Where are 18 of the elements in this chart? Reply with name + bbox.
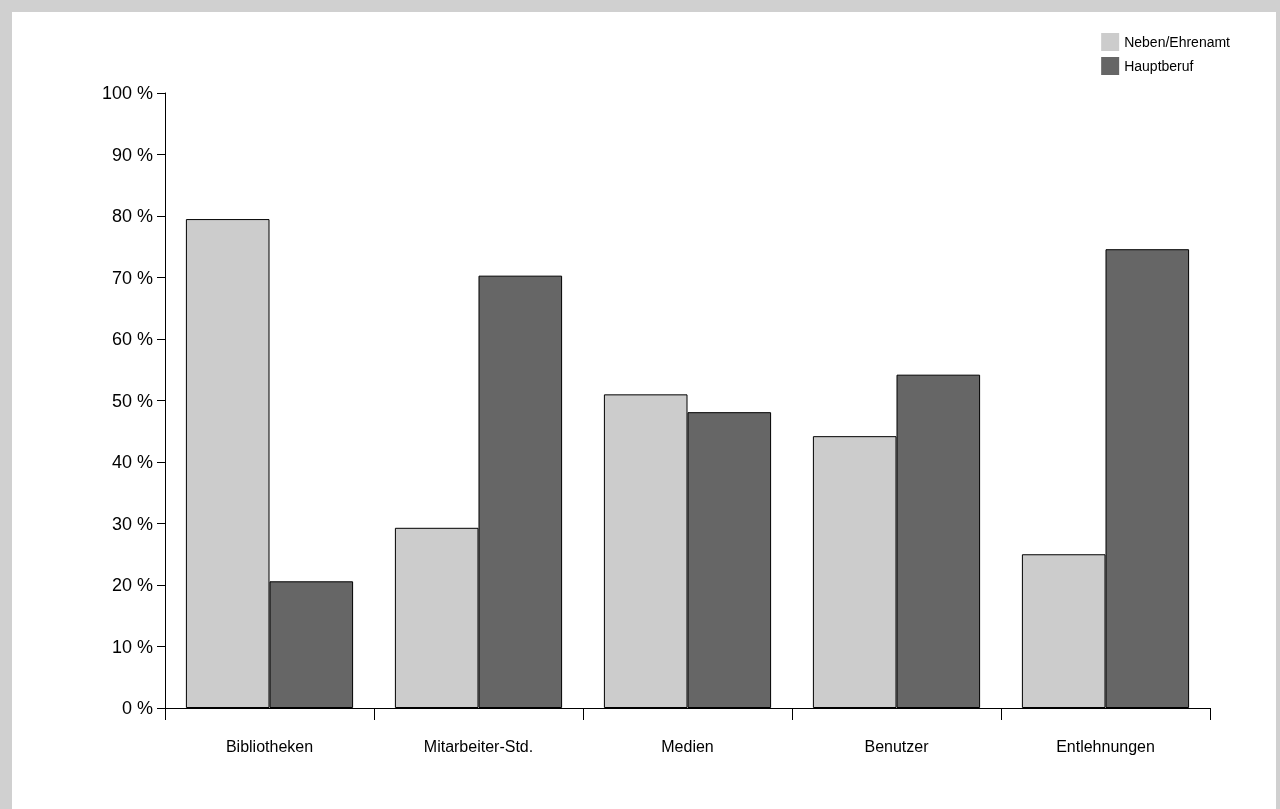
y-tick-label: 100 % <box>101 83 153 103</box>
x-tick-label: Entlehnungen <box>1056 737 1155 755</box>
y-tick-label: 10 % <box>111 636 153 657</box>
y-tick-label: 20 % <box>111 575 153 595</box>
y-tick-label: 90 % <box>111 144 153 165</box>
y-tick-label: 0 % <box>121 698 153 718</box>
y-tick-label: 50 % <box>111 390 153 411</box>
legend-label: Hauptberuf <box>1124 58 1194 74</box>
y-tick-label: 60 % <box>111 329 153 349</box>
x-tick-label: Medien <box>661 737 714 755</box>
x-tick-label: Benutzer <box>864 737 930 755</box>
x-tick-label: Mitarbeiter-Std. <box>423 737 534 755</box>
y-tick-label: 80 % <box>111 206 153 226</box>
y-tick-label: 70 % <box>111 267 153 288</box>
y-tick-label: 30 % <box>111 513 153 534</box>
x-tick-label: Bibliotheken <box>225 737 314 755</box>
legend-label: Neben/Ehrenamt <box>1124 34 1231 50</box>
y-tick-label: 40 % <box>111 452 153 472</box>
